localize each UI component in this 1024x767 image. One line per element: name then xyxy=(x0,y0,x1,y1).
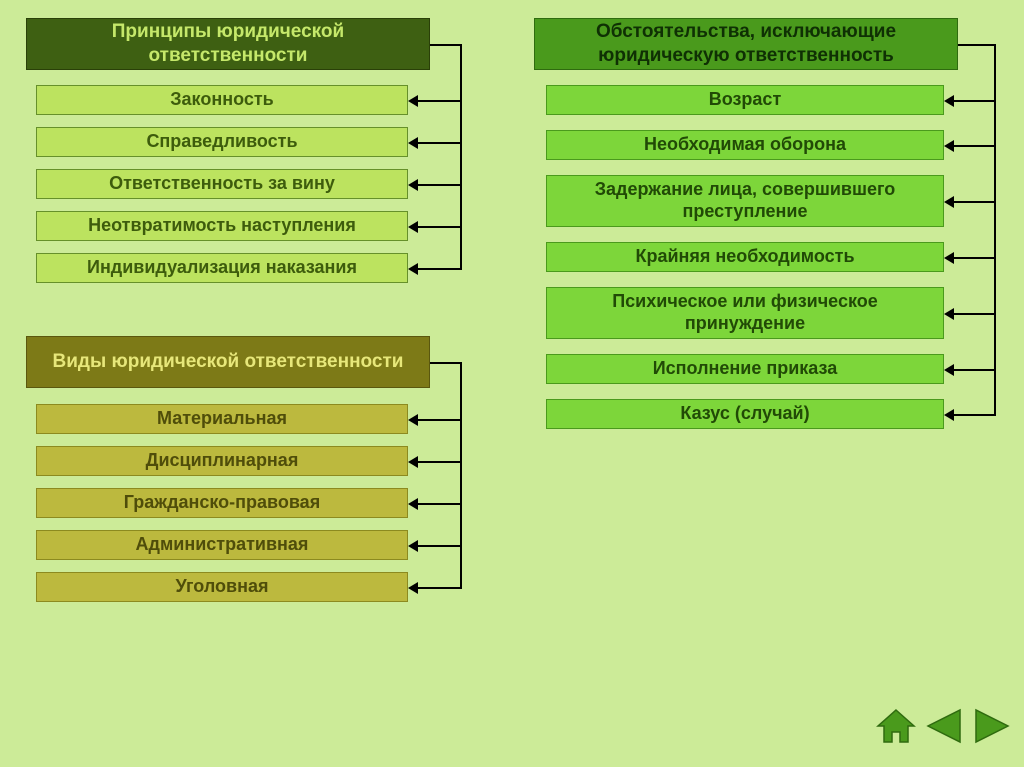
types-arrowhead xyxy=(408,456,418,468)
principles-connector-branch xyxy=(418,142,462,144)
types-arrowhead xyxy=(408,498,418,510)
types-item: Административная xyxy=(36,530,408,560)
circumstances-connector-top xyxy=(958,44,996,46)
principles-connector-branch xyxy=(418,226,462,228)
circumstances-connector-branch xyxy=(954,257,996,259)
circumstances-item: Задержание лица, совершившего преступлен… xyxy=(546,175,944,227)
circumstances-connector-branch xyxy=(954,369,996,371)
circumstances-arrowhead xyxy=(944,196,954,208)
nav-next-icon xyxy=(972,706,1012,746)
circumstances-item: Психическое или физическое принуждение xyxy=(546,287,944,339)
principles-header: Принципы юридической ответственности xyxy=(26,18,430,70)
types-arrowhead xyxy=(408,414,418,426)
nav-home-icon xyxy=(876,706,916,746)
principles-arrowhead xyxy=(408,95,418,107)
circumstances-arrowhead xyxy=(944,140,954,152)
circumstances-connector-branch xyxy=(954,100,996,102)
principles-item: Справедливость xyxy=(36,127,408,157)
nav-home-button[interactable] xyxy=(876,706,916,746)
circumstances-item: Казус (случай) xyxy=(546,399,944,429)
circumstances-connector-branch xyxy=(954,201,996,203)
types-connector-top xyxy=(430,362,462,364)
types-connector-trunk xyxy=(460,362,462,587)
nav-prev-icon xyxy=(924,706,964,746)
types-item: Уголовная xyxy=(36,572,408,602)
nav-next-button[interactable] xyxy=(972,706,1012,746)
types-connector-branch xyxy=(418,587,462,589)
principles-connector-top xyxy=(430,44,462,46)
circumstances-arrowhead xyxy=(944,364,954,376)
principles-connector-branch xyxy=(418,268,462,270)
circumstances-item: Необходимая оборона xyxy=(546,130,944,160)
circumstances-item: Крайняя необходимость xyxy=(546,242,944,272)
types-connector-branch xyxy=(418,503,462,505)
circumstances-connector-branch xyxy=(954,414,996,416)
circumstances-arrowhead xyxy=(944,252,954,264)
circumstances-arrowhead xyxy=(944,409,954,421)
types-header: Виды юридической ответственности xyxy=(26,336,430,388)
principles-connector-branch xyxy=(418,100,462,102)
principles-connector-branch xyxy=(418,184,462,186)
types-connector-branch xyxy=(418,545,462,547)
principles-item: Неотвратимость наступления xyxy=(36,211,408,241)
circumstances-arrowhead xyxy=(944,308,954,320)
principles-arrowhead xyxy=(408,263,418,275)
types-connector-branch xyxy=(418,461,462,463)
types-connector-branch xyxy=(418,419,462,421)
principles-item: Индивидуализация наказания xyxy=(36,253,408,283)
circumstances-connector-branch xyxy=(954,313,996,315)
principles-connector-trunk xyxy=(460,44,462,268)
types-item: Дисциплинарная xyxy=(36,446,408,476)
types-arrowhead xyxy=(408,582,418,594)
types-arrowhead xyxy=(408,540,418,552)
circumstances-arrowhead xyxy=(944,95,954,107)
types-item: Материальная xyxy=(36,404,408,434)
circumstances-header: Обстоятельства, исключающие юридическую … xyxy=(534,18,958,70)
circumstances-connector-branch xyxy=(954,145,996,147)
circumstances-item: Исполнение приказа xyxy=(546,354,944,384)
principles-arrowhead xyxy=(408,179,418,191)
circumstances-item: Возраст xyxy=(546,85,944,115)
types-item: Гражданско-правовая xyxy=(36,488,408,518)
principles-arrowhead xyxy=(408,137,418,149)
nav-prev-button[interactable] xyxy=(924,706,964,746)
principles-item: Ответственность за вину xyxy=(36,169,408,199)
principles-item: Законность xyxy=(36,85,408,115)
principles-arrowhead xyxy=(408,221,418,233)
